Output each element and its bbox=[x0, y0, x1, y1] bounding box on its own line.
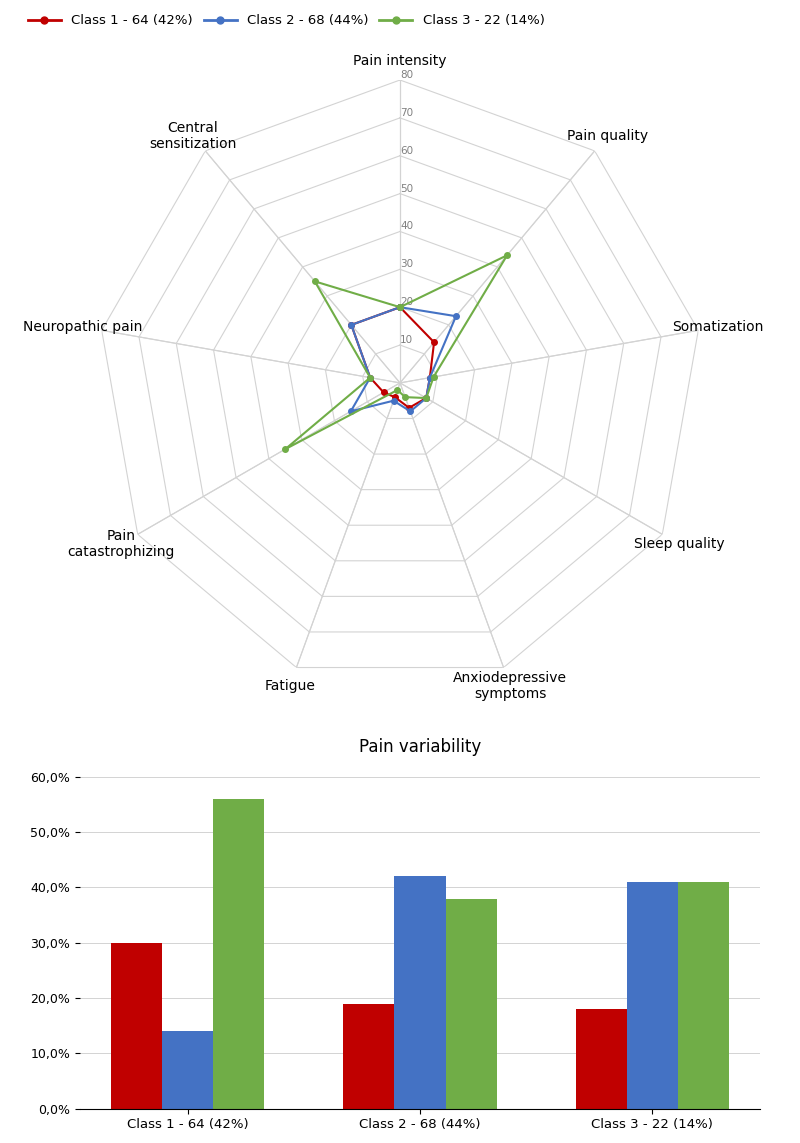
Bar bbox=[111, 943, 162, 1109]
Class 1 - 64 (42%) bbox=[425, 370, 434, 384]
Class 2 - 68 (44%) bbox=[425, 370, 434, 384]
Class 3 - 22 (14%) bbox=[310, 274, 320, 288]
Title: Pain variability: Pain variability bbox=[359, 738, 481, 756]
Class 3 - 22 (14%) bbox=[422, 391, 431, 405]
Class 3 - 22 (14%) bbox=[429, 370, 438, 384]
Bar bbox=[162, 1031, 213, 1109]
Class 1 - 64 (42%) bbox=[390, 390, 400, 403]
Class 1 - 64 (42%) bbox=[430, 335, 439, 349]
Class 3 - 22 (14%) bbox=[400, 390, 410, 403]
Class 1 - 64 (42%) bbox=[395, 301, 405, 314]
Bar bbox=[213, 799, 264, 1109]
Line: Class 1 - 64 (42%): Class 1 - 64 (42%) bbox=[349, 304, 437, 410]
Class 1 - 64 (42%) bbox=[346, 318, 356, 331]
Bar bbox=[576, 1009, 627, 1109]
Class 2 - 68 (44%) bbox=[346, 318, 356, 331]
Bar bbox=[678, 882, 729, 1109]
Class 3 - 22 (14%) bbox=[502, 248, 512, 262]
Class 3 - 22 (14%) bbox=[366, 370, 375, 384]
Line: Class 2 - 68 (44%): Class 2 - 68 (44%) bbox=[348, 304, 458, 414]
Class 3 - 22 (14%) bbox=[395, 301, 405, 314]
Class 2 - 68 (44%) bbox=[406, 405, 415, 418]
Class 1 - 64 (42%) bbox=[422, 391, 431, 405]
Class 1 - 64 (42%) bbox=[395, 301, 405, 314]
Class 3 - 22 (14%) bbox=[395, 301, 405, 314]
Line: Class 3 - 22 (14%): Class 3 - 22 (14%) bbox=[282, 253, 510, 451]
Class 2 - 68 (44%) bbox=[395, 301, 405, 314]
Class 2 - 68 (44%) bbox=[395, 301, 405, 314]
Class 2 - 68 (44%) bbox=[389, 394, 398, 408]
Bar bbox=[627, 882, 678, 1109]
Class 1 - 64 (42%) bbox=[379, 385, 389, 399]
Class 3 - 22 (14%) bbox=[393, 383, 402, 397]
Class 2 - 68 (44%) bbox=[451, 310, 461, 323]
Class 3 - 22 (14%) bbox=[281, 442, 290, 456]
Class 2 - 68 (44%) bbox=[366, 370, 375, 384]
Class 1 - 64 (42%) bbox=[366, 370, 375, 384]
Bar bbox=[446, 898, 497, 1109]
Class 2 - 68 (44%) bbox=[346, 405, 356, 418]
Legend: Class 1 - 64 (42%), Class 2 - 68 (44%), Class 3 - 22 (14%): Class 1 - 64 (42%), Class 2 - 68 (44%), … bbox=[22, 9, 550, 32]
Class 2 - 68 (44%) bbox=[422, 391, 431, 405]
Bar bbox=[394, 877, 446, 1109]
Class 1 - 64 (42%) bbox=[404, 401, 414, 415]
Bar bbox=[343, 1004, 394, 1109]
